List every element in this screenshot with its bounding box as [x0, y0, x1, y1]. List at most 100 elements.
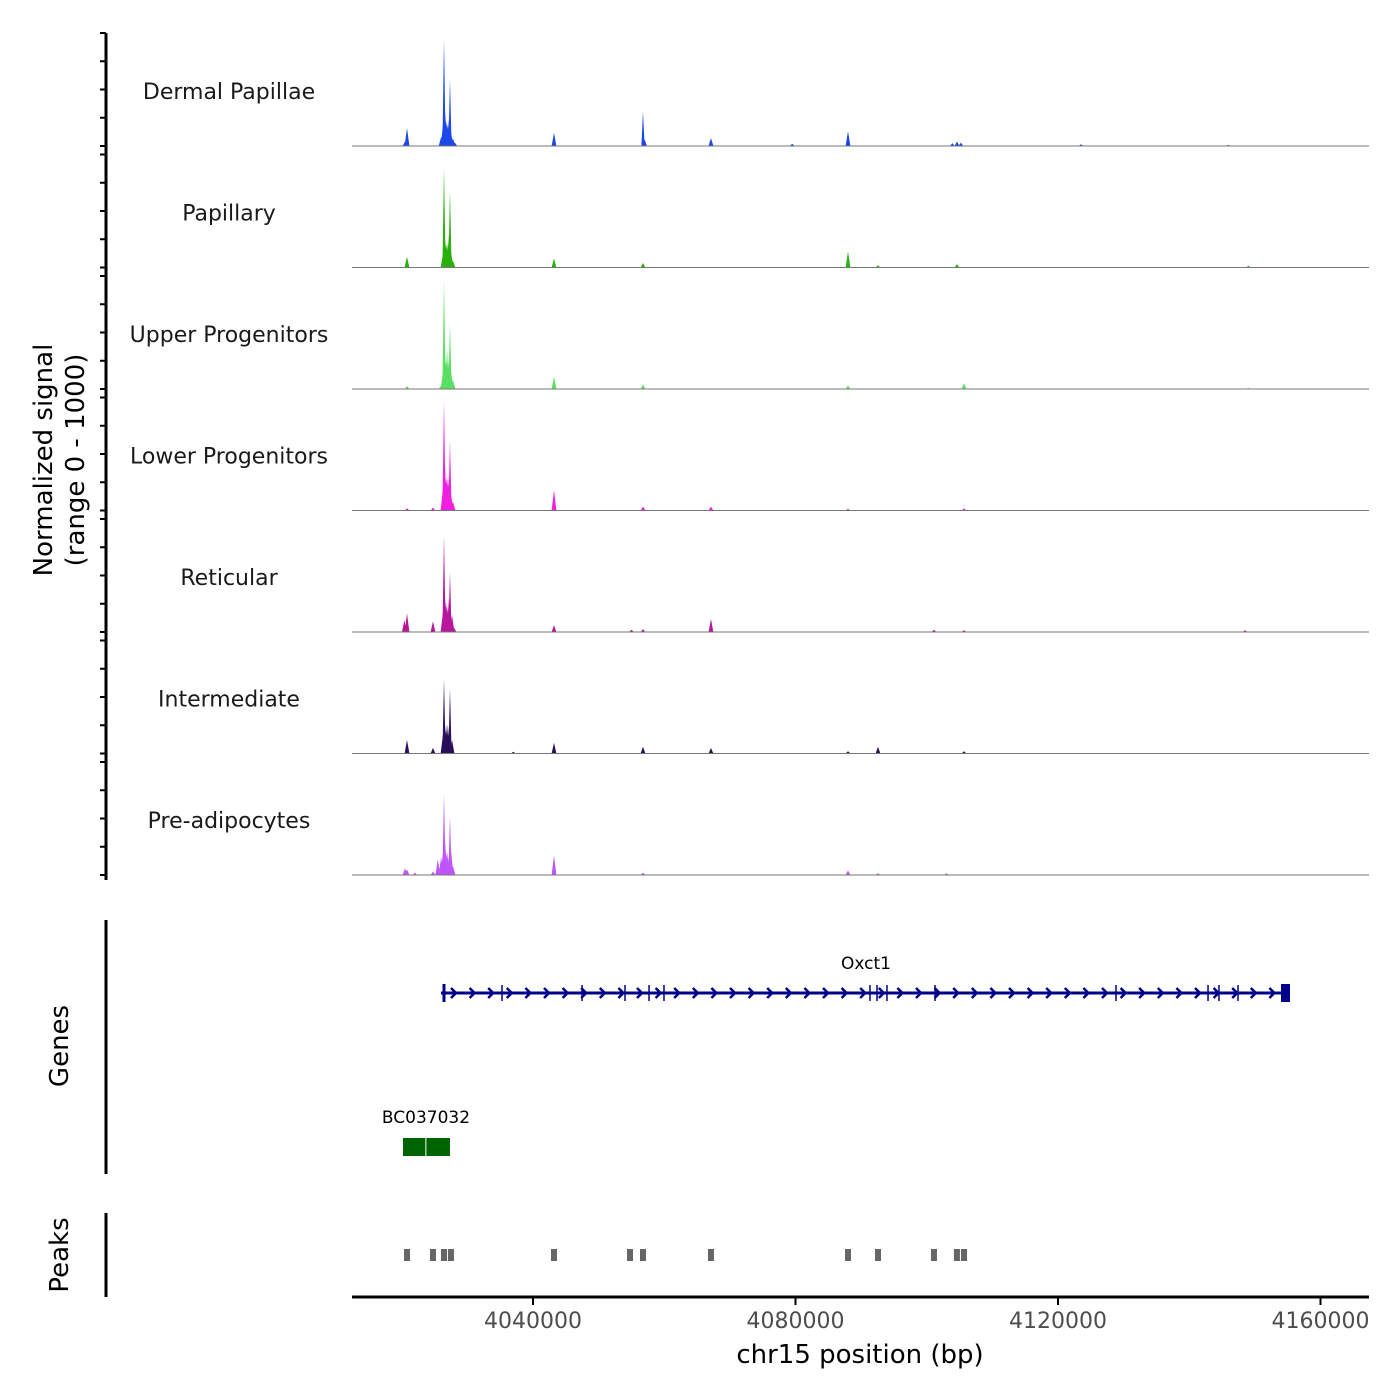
signal-peak	[404, 739, 410, 754]
strand-arrow-icon	[747, 987, 756, 999]
exon	[426, 1138, 450, 1156]
signal-peak	[450, 260, 456, 268]
signal-y-axis	[100, 32, 108, 880]
track-label: Intermediate	[158, 688, 300, 713]
strand-arrow-icon	[617, 987, 626, 999]
signal-peak	[961, 751, 967, 754]
track-dermal-papillae: Dermal Papillae	[143, 38, 1369, 147]
track-pre-adipocytes: Pre-adipocytes	[148, 793, 1369, 876]
signal-peak	[845, 870, 851, 875]
strand-arrow-icon	[933, 987, 942, 999]
signal-peak	[404, 869, 410, 875]
strand-arrow-icon	[468, 987, 477, 999]
signal-peak	[845, 131, 851, 146]
peak-region	[551, 1249, 557, 1261]
peak-region	[707, 1249, 714, 1261]
strand-arrow-icon	[1231, 987, 1239, 999]
strand-arrow-icon	[1119, 987, 1128, 999]
peak-region	[639, 1249, 646, 1261]
signal-peak	[450, 501, 456, 511]
track-label: Dermal Papillae	[143, 80, 315, 105]
signal-peak	[551, 625, 557, 632]
strand-arrow-icon	[598, 987, 607, 999]
signal-peak	[640, 506, 646, 511]
signal-peak	[954, 141, 960, 146]
signal-peak	[551, 855, 557, 875]
signal-peak	[404, 127, 410, 146]
signal-peak	[551, 742, 557, 754]
signal-peak	[958, 142, 964, 146]
signal-peak	[448, 79, 452, 146]
signal-peak	[551, 258, 557, 268]
signal-peak	[448, 190, 452, 268]
gene-label-oxct1: Oxct1	[841, 954, 891, 974]
signal-peak	[708, 138, 714, 146]
signal-peak	[949, 143, 955, 146]
track-lower-progenitors: Lower Progenitors	[130, 401, 1369, 511]
strand-arrow-icon	[766, 987, 774, 999]
signal-peak	[449, 615, 455, 632]
peak-region	[874, 1249, 881, 1261]
signal-peak	[640, 872, 646, 875]
strand-arrow-icon	[877, 987, 886, 999]
strand-arrow-icon	[654, 987, 663, 999]
x-tick-label: 4040000	[484, 1309, 582, 1334]
strand-arrow-icon	[1268, 987, 1277, 999]
strand-arrow-icon	[673, 987, 681, 999]
signal-peak	[641, 110, 645, 146]
strand-arrow-icon	[487, 987, 495, 999]
signal-peak	[448, 440, 452, 511]
signal-peak	[961, 383, 967, 389]
strand-arrow-icon	[505, 987, 514, 999]
signal-peak	[789, 143, 795, 146]
peak-region	[447, 1249, 454, 1261]
strand-arrow-icon	[1008, 987, 1016, 999]
strand-arrow-icon	[729, 987, 737, 999]
strand-arrow-icon	[1194, 987, 1202, 999]
track-label: Reticular	[180, 566, 278, 591]
x-tick-label: 4120000	[1009, 1309, 1107, 1334]
signal-peak	[954, 264, 960, 268]
signal-peak	[629, 629, 634, 632]
signal-peak	[845, 251, 851, 268]
signal-tracks: Dermal Papillae Papillary Upper Progenitor…	[130, 38, 1369, 876]
signal-peak	[404, 508, 410, 511]
signal-peak	[450, 379, 456, 389]
gene-track: Oxct1 BC037032	[382, 954, 1290, 1156]
strand-arrow-icon	[636, 987, 644, 999]
strand-arrow-icon	[915, 987, 923, 999]
signal-peak	[845, 385, 851, 389]
track-label: Papillary	[182, 202, 276, 227]
signal-peak	[708, 619, 714, 632]
x-tick-label: 4080000	[747, 1309, 845, 1334]
signal-peak	[448, 688, 452, 754]
strand-arrow-icon	[896, 987, 905, 999]
exon	[1280, 984, 1290, 1002]
signal-peak	[404, 613, 410, 632]
strand-arrow-icon	[1175, 987, 1184, 999]
signal-peak	[708, 747, 714, 754]
x-axis: 4040000 4080000 4120000 4160000	[352, 1295, 1369, 1334]
track-upper-progenitors: Upper Progenitors	[130, 280, 1369, 390]
signal-peak	[404, 256, 410, 268]
signal-peak	[961, 508, 967, 511]
peak-region	[845, 1249, 851, 1261]
signal-peak	[404, 386, 410, 389]
track-intermediate: Intermediate	[158, 678, 1369, 754]
strand-arrow-icon	[822, 987, 830, 999]
strand-arrow-icon	[1249, 987, 1258, 999]
peak-region	[441, 1249, 448, 1261]
signal-peak	[640, 262, 646, 268]
strand-arrow-icon	[1082, 987, 1091, 999]
signal-peak	[452, 142, 458, 146]
signal-peak	[640, 746, 646, 754]
signal-peak	[845, 751, 851, 754]
peaks-axis-title: Peaks	[45, 1217, 75, 1292]
y-axis-title: Normalized signal	[29, 344, 59, 577]
strand-arrow-icon	[1045, 987, 1053, 999]
strand-arrow-icon	[952, 987, 960, 999]
signal-peak	[449, 739, 455, 754]
genes-axis-title: Genes	[45, 1005, 75, 1087]
signal-peak	[451, 627, 457, 632]
